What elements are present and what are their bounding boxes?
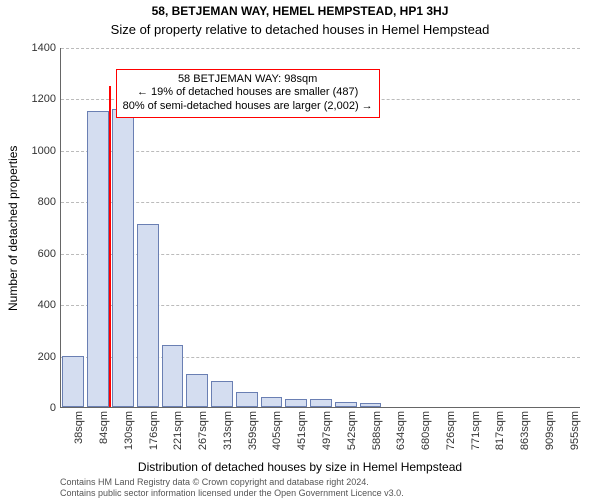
x-tick-label: 451sqm xyxy=(296,411,308,450)
histogram-bar xyxy=(87,111,109,407)
y-tick-label: 200 xyxy=(38,351,56,363)
x-tick-label: 863sqm xyxy=(519,411,531,450)
y-tick-label: 600 xyxy=(38,248,56,260)
x-tick-label: 542sqm xyxy=(346,411,358,450)
histogram-bar xyxy=(360,403,382,407)
x-tick-label: 130sqm xyxy=(123,411,135,450)
histogram-bar xyxy=(112,109,134,407)
footer-line-2: Contains public sector information licen… xyxy=(60,488,404,498)
x-tick-label: 313sqm xyxy=(222,411,234,450)
histogram-bar xyxy=(186,374,208,407)
x-tick-label: 955sqm xyxy=(569,411,581,450)
x-tick-label: 634sqm xyxy=(395,411,407,450)
annotation-box: 58 BETJEMAN WAY: 98sqm← 19% of detached … xyxy=(116,69,380,118)
y-tick-label: 800 xyxy=(38,196,56,208)
x-tick-label: 726sqm xyxy=(445,411,457,450)
histogram-bar xyxy=(137,224,159,407)
x-tick-label: 771sqm xyxy=(470,411,482,450)
property-marker-line xyxy=(109,86,111,407)
annotation-line-3: 80% of semi-detached houses are larger (… xyxy=(123,100,373,114)
histogram-bar xyxy=(261,397,283,407)
x-tick-label: 359sqm xyxy=(247,411,259,450)
x-tick-label: 267sqm xyxy=(197,411,209,450)
y-gridline xyxy=(61,151,580,152)
annotation-line-2: ← 19% of detached houses are smaller (48… xyxy=(123,86,373,100)
x-tick-label: 909sqm xyxy=(544,411,556,450)
chart-title: Size of property relative to detached ho… xyxy=(0,22,600,37)
histogram-bar xyxy=(236,392,258,407)
histogram-bar xyxy=(310,399,332,407)
x-tick-label: 497sqm xyxy=(321,411,333,450)
y-tick-label: 0 xyxy=(50,402,56,414)
x-tick-label: 84sqm xyxy=(98,411,110,444)
histogram-bar xyxy=(62,356,84,407)
chart-supertitle: 58, BETJEMAN WAY, HEMEL HEMPSTEAD, HP1 3… xyxy=(0,4,600,18)
footer-attribution: Contains HM Land Registry data © Crown c… xyxy=(60,477,404,498)
y-tick-label: 1200 xyxy=(32,93,56,105)
y-axis-label: Number of detached properties xyxy=(6,145,20,310)
x-tick-label: 38sqm xyxy=(73,411,85,444)
x-tick-label: 588sqm xyxy=(371,411,383,450)
plot-area: 020040060080010001200140038sqm84sqm130sq… xyxy=(60,48,580,408)
x-axis-label: Distribution of detached houses by size … xyxy=(0,460,600,474)
x-tick-label: 680sqm xyxy=(420,411,432,450)
x-tick-label: 817sqm xyxy=(494,411,506,450)
y-gridline xyxy=(61,48,580,49)
y-tick-label: 1400 xyxy=(32,42,56,54)
annotation-line-1: 58 BETJEMAN WAY: 98sqm xyxy=(123,73,373,87)
histogram-bar xyxy=(285,399,307,407)
histogram-bar xyxy=(211,381,233,407)
y-tick-label: 1000 xyxy=(32,145,56,157)
histogram-bar xyxy=(335,402,357,407)
x-tick-label: 405sqm xyxy=(271,411,283,450)
x-tick-label: 176sqm xyxy=(148,411,160,450)
y-gridline xyxy=(61,202,580,203)
x-tick-label: 221sqm xyxy=(172,411,184,450)
histogram-bar xyxy=(162,345,184,407)
y-tick-label: 400 xyxy=(38,299,56,311)
footer-line-1: Contains HM Land Registry data © Crown c… xyxy=(60,477,404,487)
